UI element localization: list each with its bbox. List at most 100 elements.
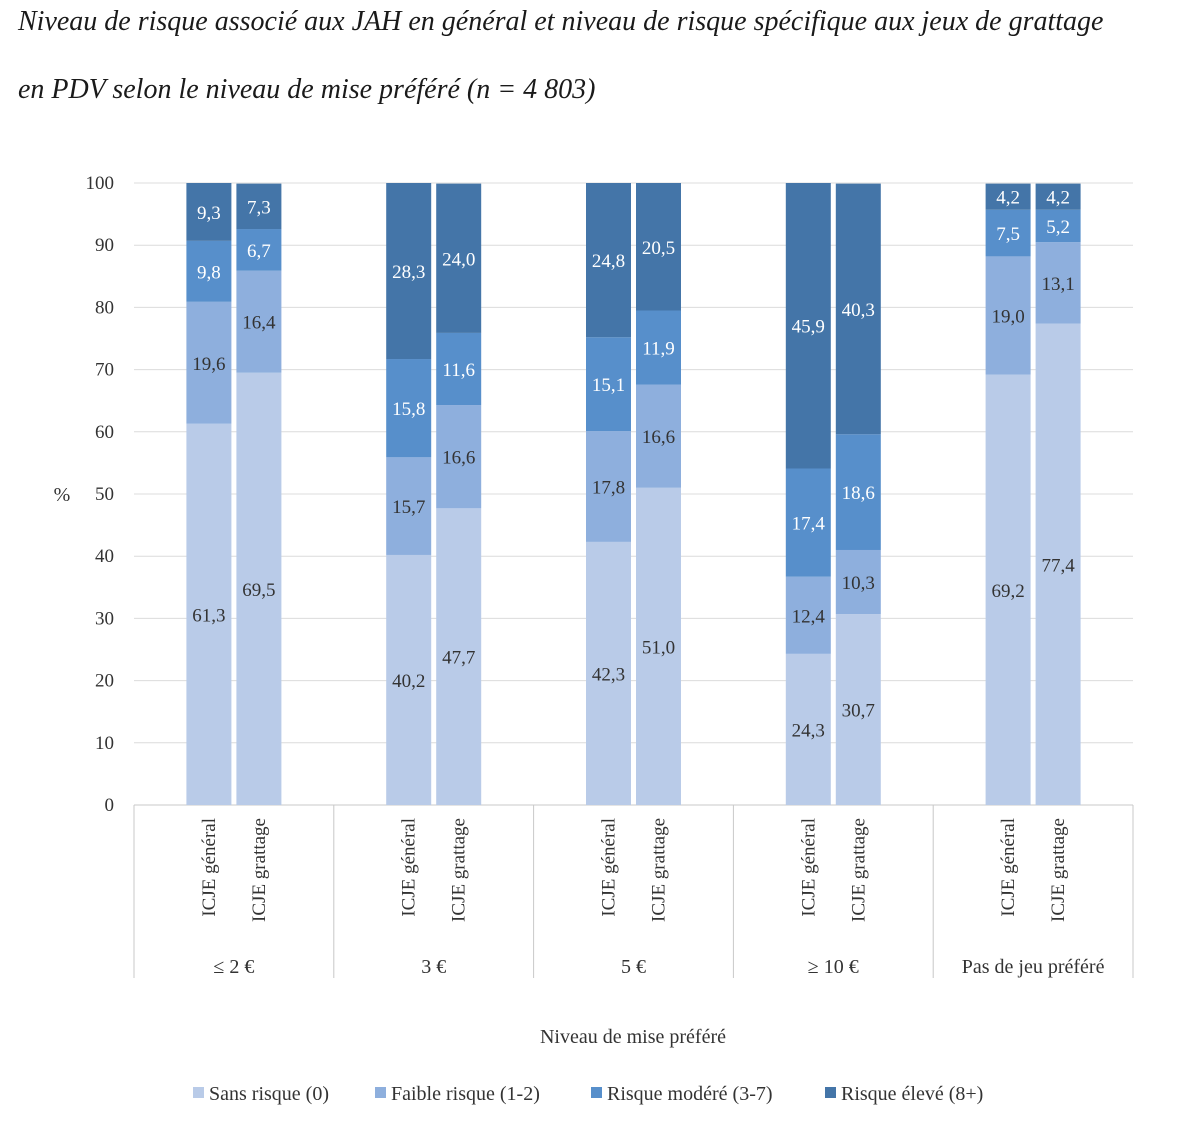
y-tick-label: 100 xyxy=(86,173,115,194)
bar-segment xyxy=(436,508,482,805)
x-group-label: 3 € xyxy=(421,956,446,978)
bar-segment xyxy=(586,431,631,542)
bar-segment xyxy=(636,183,681,311)
data-label: 9,3 xyxy=(197,203,221,224)
data-labels: 61,3 19,6 9,8 9,3 69,5 16,4 6,7 7,3 40,2 15,7 15,8… xyxy=(192,188,1075,742)
x-bar-label: ICJE grattage xyxy=(848,818,869,922)
data-label: 16,6 xyxy=(642,427,675,448)
data-label: 12,4 xyxy=(792,606,826,627)
data-label: 19,6 xyxy=(192,354,225,375)
data-label: 13,1 xyxy=(1041,274,1074,295)
data-label: 4,2 xyxy=(1046,188,1070,209)
data-label: 4,2 xyxy=(996,188,1020,209)
data-label: 51,0 xyxy=(642,637,675,658)
data-label: 17,4 xyxy=(792,514,826,535)
bar-segment xyxy=(835,549,881,615)
legend-swatch xyxy=(825,1087,836,1098)
bar-segment xyxy=(636,487,681,805)
bar-segment xyxy=(436,183,482,333)
data-label: 45,9 xyxy=(792,317,825,338)
bar-segment xyxy=(785,576,831,654)
x-bar-label: ICJE général xyxy=(998,818,1019,917)
bar-segment xyxy=(386,554,432,805)
data-label: 40,2 xyxy=(392,671,425,692)
chart-title-line-2: en PDV selon le niveau de mise préféré (… xyxy=(18,74,596,105)
y-tick-label: 50 xyxy=(95,484,114,505)
y-tick-label: 40 xyxy=(95,546,114,567)
data-label: 77,4 xyxy=(1041,555,1075,576)
bar-segment xyxy=(785,183,831,469)
bar-segment xyxy=(985,183,1031,210)
bar-segment xyxy=(186,301,232,424)
bar-segment xyxy=(586,541,631,805)
data-label: 24,0 xyxy=(442,249,475,270)
x-axis: ≤ 2 € ICJE général ICJE grattage 3 € ICJE gé… xyxy=(133,805,1134,978)
data-label: 69,2 xyxy=(991,581,1024,602)
bar-segment xyxy=(985,374,1031,805)
data-label: 17,8 xyxy=(592,478,625,499)
bar-segment xyxy=(785,653,831,805)
x-bar-label: ICJE général xyxy=(599,818,620,917)
x-bar-label: ICJE grattage xyxy=(449,818,470,922)
legend-swatch xyxy=(375,1087,386,1098)
x-bar-label: ICJE grattage xyxy=(1048,818,1069,922)
data-label: 40,3 xyxy=(842,300,875,321)
bar-segment xyxy=(236,229,282,271)
x-bar-label: ICJE général xyxy=(199,818,220,917)
bar-segment xyxy=(1035,242,1081,324)
data-label: 7,5 xyxy=(996,224,1020,245)
data-label: 30,7 xyxy=(842,701,875,722)
bar-segment xyxy=(586,337,631,432)
bar-segment xyxy=(236,183,282,230)
bar-segment xyxy=(636,310,681,385)
gridlines xyxy=(134,182,1133,806)
bar-segments xyxy=(186,183,1081,805)
bar-segment xyxy=(236,372,282,805)
data-label: 15,8 xyxy=(392,399,425,420)
x-bar-label: ICJE général xyxy=(798,818,819,917)
data-label: 10,3 xyxy=(842,573,875,594)
bar-segment xyxy=(835,183,881,435)
bar-segment xyxy=(186,183,232,241)
y-tick-label: 0 xyxy=(105,795,115,816)
data-label: 47,7 xyxy=(442,648,475,669)
bar-segment xyxy=(436,405,482,509)
x-group-label: ≥ 10 € xyxy=(808,956,859,978)
bar-segment xyxy=(186,240,232,302)
data-label: 15,1 xyxy=(592,375,625,396)
bar-segment xyxy=(386,359,432,458)
bar-segment xyxy=(785,468,831,577)
bar-segment xyxy=(1035,183,1081,210)
data-label: 6,7 xyxy=(247,241,271,262)
bar-segment xyxy=(436,332,482,406)
data-label: 69,5 xyxy=(242,580,275,601)
data-label: 24,8 xyxy=(592,251,625,272)
y-tick-label: 80 xyxy=(95,297,114,318)
bar-segment xyxy=(386,457,432,555)
legend-label: Risque modéré (3-7) xyxy=(607,1083,773,1105)
data-label: 15,7 xyxy=(392,497,425,518)
x-group-label: 5 € xyxy=(621,956,646,978)
legend-label: Faible risque (1-2) xyxy=(391,1083,540,1105)
bar-segment xyxy=(985,256,1031,375)
legend-label: Risque élevé (8+) xyxy=(841,1083,983,1105)
legend-swatch xyxy=(193,1087,204,1098)
data-label: 24,3 xyxy=(792,720,825,741)
y-tick-label: 20 xyxy=(95,671,114,692)
bar-segment xyxy=(835,614,881,805)
x-group-label: ≤ 2 € xyxy=(213,956,254,978)
bar-segment xyxy=(586,183,631,338)
bar-segment xyxy=(236,270,282,373)
chart-title-line-1: Niveau de risque associé aux JAH en géné… xyxy=(18,6,1104,37)
x-bar-label: ICJE grattage xyxy=(249,818,270,922)
data-label: 61,3 xyxy=(192,605,225,626)
y-tick-label: 60 xyxy=(95,422,114,443)
data-label: 42,3 xyxy=(592,664,625,685)
data-label: 9,8 xyxy=(197,262,221,283)
data-label: 20,5 xyxy=(642,238,675,259)
bar-segment xyxy=(985,209,1031,257)
bar-segment xyxy=(1035,209,1081,243)
bar-segment xyxy=(636,384,681,488)
x-bar-label: ICJE grattage xyxy=(649,818,670,922)
